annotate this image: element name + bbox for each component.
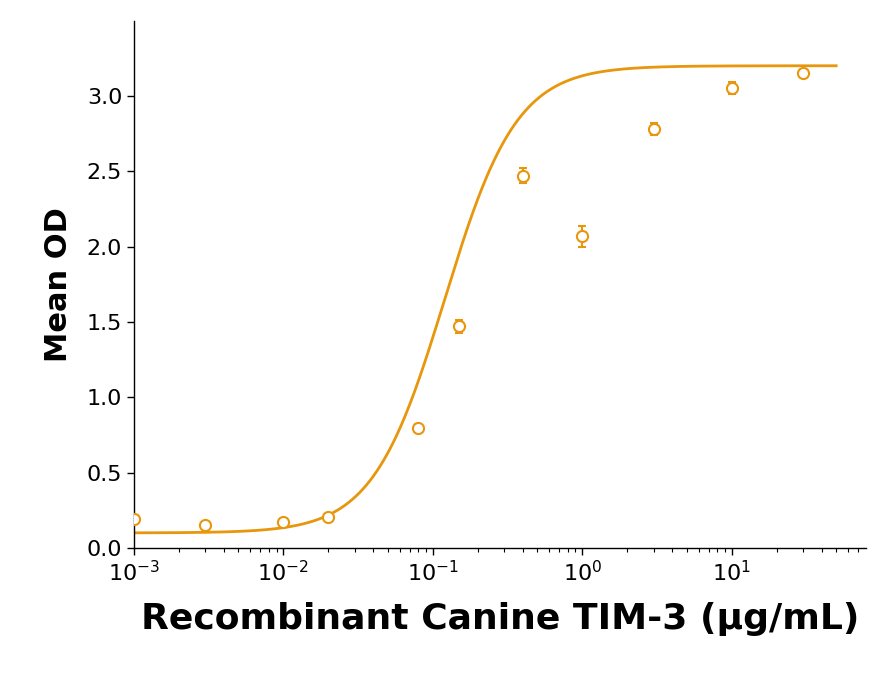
X-axis label: Recombinant Canine TIM-3 (μg/mL): Recombinant Canine TIM-3 (μg/mL) [141,601,859,636]
Y-axis label: Mean OD: Mean OD [44,207,72,362]
